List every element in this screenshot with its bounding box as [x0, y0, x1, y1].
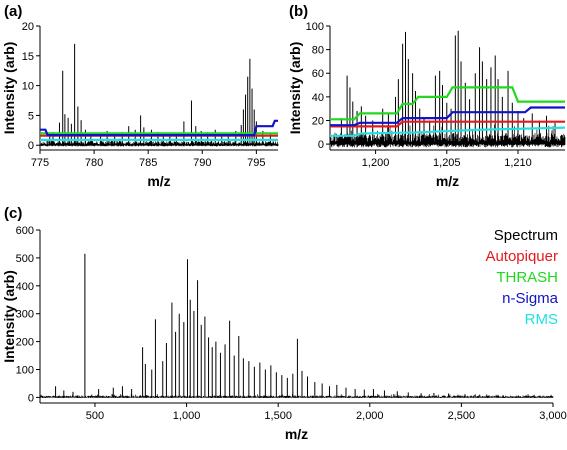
b-x-tick-label: 1,205	[433, 157, 461, 169]
b-y-tick-label: 80	[312, 45, 324, 57]
c-y-tick-label: 0	[28, 392, 34, 404]
c-spectrum-noise	[39, 394, 554, 398]
panel-b-x-axis-label: m/z	[436, 173, 459, 189]
a-y-tick-label: 15	[22, 51, 34, 63]
legend-thrash: THRASH	[496, 269, 558, 286]
b-threshold-n-sigma	[330, 106, 565, 127]
c-x-tick-label: 500	[86, 410, 104, 422]
a-threshold-n-sigma	[40, 119, 278, 137]
a-y-tick-label: 0	[28, 140, 34, 152]
panel-c-label: (c)	[4, 205, 22, 222]
panel-c-y-axis-label: Intensity (arb)	[1, 270, 17, 363]
panel-a-y-axis-label: Intensity (arb)	[1, 42, 17, 135]
c-y-tick-label: 400	[16, 281, 34, 293]
legend-n-sigma: n-Sigma	[502, 290, 559, 307]
panel-c-x-axis-label: m/z	[285, 426, 308, 442]
panel-b-y-axis-label: Intensity (arb)	[287, 42, 303, 135]
b-threshold-rms	[330, 126, 566, 137]
b-y-tick-label: 20	[312, 115, 324, 127]
c-x-tick-label: 1,500	[264, 410, 292, 422]
b-threshold-autopiquer	[330, 120, 565, 128]
a-y-tick-label: 10	[22, 81, 34, 93]
a-x-tick-label: 790	[193, 157, 211, 169]
legend-autopiquer: Autopiquer	[485, 248, 558, 265]
b-threshold-thrash	[330, 86, 565, 121]
a-y-tick-label: 5	[28, 110, 34, 122]
c-x-tick-label: 1,000	[173, 410, 201, 422]
c-x-tick-label: 2,500	[448, 410, 476, 422]
c-y-tick-label: 200	[16, 337, 34, 349]
legend: Spectrum Autopiquer THRASH n-Sigma RMS	[485, 227, 558, 328]
c-x-tick-label: 2,000	[356, 410, 384, 422]
c-y-tick-label: 300	[16, 309, 34, 321]
b-x-tick-label: 1,210	[504, 157, 532, 169]
b-y-tick-label: 0	[318, 139, 324, 151]
a-x-tick-label: 780	[85, 157, 103, 169]
c-y-tick-label: 600	[16, 225, 34, 237]
panel-b: (b) Intensity (arb) m/z 0 20 40 60 80 100 1,20…	[287, 3, 566, 189]
panel-c: (c) Intensity (arb) m/z Spectrum Autopiq…	[1, 205, 567, 442]
legend-spectrum: Spectrum	[494, 227, 558, 244]
c-y-tick-label: 500	[16, 253, 34, 265]
c-y-tick-label: 100	[16, 365, 34, 377]
b-y-tick-label: 100	[306, 21, 324, 33]
legend-rms: RMS	[525, 311, 558, 328]
a-x-tick-label: 785	[139, 157, 157, 169]
a-y-tick-label: 20	[22, 21, 34, 33]
a-x-tick-label: 775	[31, 157, 49, 169]
b-x-tick-label: 1,200	[362, 157, 390, 169]
panel-a: (a) Intensity (arb) m/z 0 5 10 15 20 775 780 78…	[1, 3, 279, 189]
a-x-tick-label: 795	[247, 157, 265, 169]
panel-a-x-axis-label: m/z	[147, 173, 170, 189]
b-y-tick-label: 40	[312, 92, 324, 104]
b-y-tick-label: 60	[312, 68, 324, 80]
panel-b-label: (b)	[289, 3, 308, 20]
panel-a-label: (a)	[4, 3, 22, 20]
c-x-tick-label: 3,000	[539, 410, 567, 422]
